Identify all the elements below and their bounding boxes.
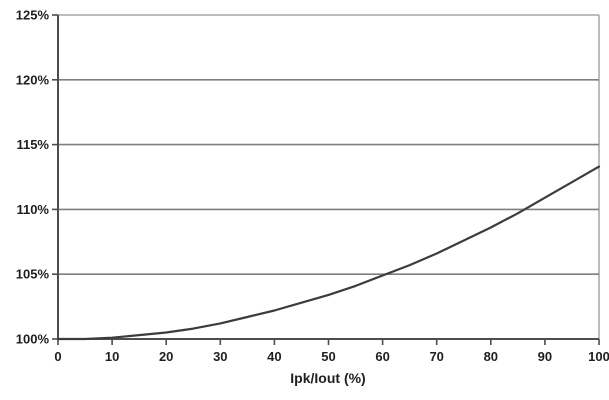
x-tick-label: 50: [321, 349, 335, 364]
series-line: [56, 165, 601, 341]
x-tick-label: 0: [54, 349, 61, 364]
x-tick-label: 30: [213, 349, 227, 364]
y-tick-label: 100%: [16, 332, 50, 347]
y-tick-label: 105%: [16, 267, 50, 282]
x-axis-title: Ipk/Iout (%): [290, 370, 365, 386]
y-tick-label: 125%: [16, 8, 50, 23]
y-tick-label: 110%: [16, 202, 49, 217]
x-tick-label: 100: [588, 349, 609, 364]
y-tick-label: 120%: [16, 72, 50, 87]
x-tick-label: 10: [105, 349, 119, 364]
y-tick-label: 115%: [16, 137, 49, 152]
x-tick-label: 80: [484, 349, 498, 364]
x-tick-label: 20: [159, 349, 173, 364]
x-tick-label: 40: [267, 349, 281, 364]
x-tick-label: 60: [375, 349, 389, 364]
x-tick-label: 70: [429, 349, 443, 364]
x-tick-label: 90: [538, 349, 552, 364]
